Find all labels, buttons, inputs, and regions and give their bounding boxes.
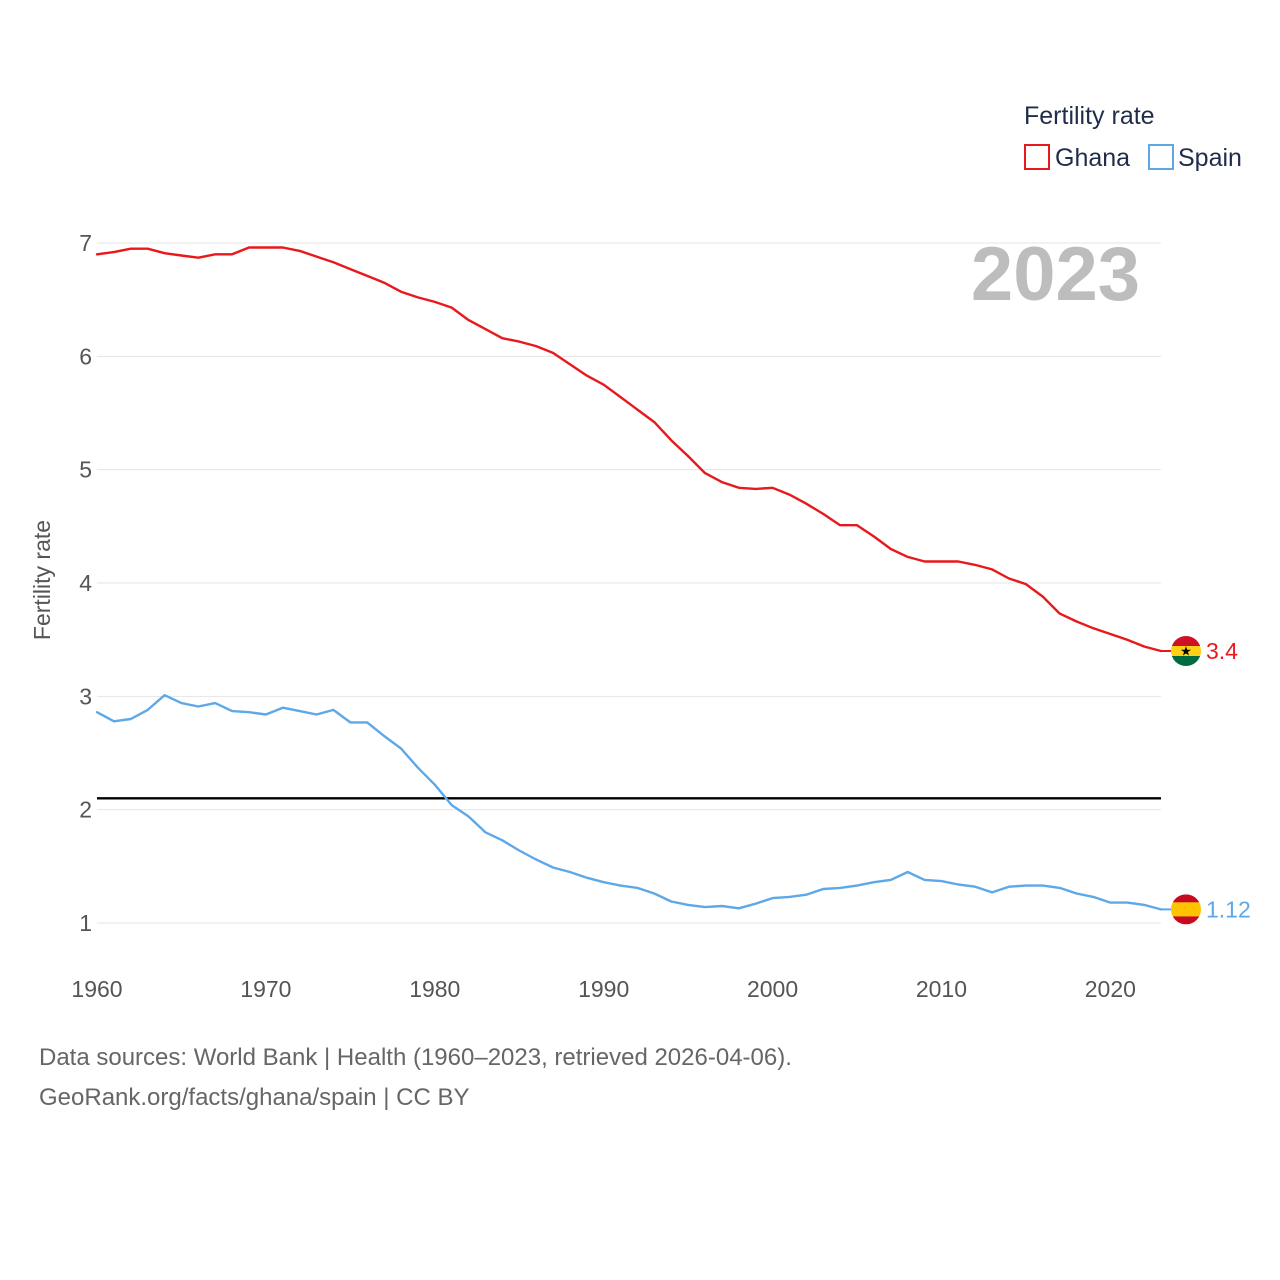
flag-ghana-icon: ★ [1171,636,1201,666]
x-tick-label: 1980 [409,976,460,1002]
svg-text:★: ★ [1180,645,1192,660]
y-tick-label: 7 [79,230,92,256]
end-value-label-ghana: 3.4 [1206,638,1238,664]
series-lines [95,246,1163,911]
legend-swatch-spain[interactable] [1148,144,1174,170]
series-line-spain [95,694,1163,911]
y-tick-label: 4 [79,570,92,596]
x-tick-label: 2000 [747,976,798,1002]
y-tick-label: 6 [79,343,92,369]
footer-credit: GeoRank.org/facts/ghana/spain | CC BY [39,1084,470,1111]
y-tick-label: 2 [79,797,92,823]
x-tick-label: 2010 [916,976,967,1002]
legend-title: Fertility rate [1024,102,1155,130]
footer-source: Data sources: World Bank | Health (1960–… [39,1044,792,1071]
legend: Fertility rate Ghana Spain [1024,102,1242,172]
legend-label-spain[interactable]: Spain [1178,144,1242,172]
x-tick-label: 1960 [71,976,122,1002]
x-tick-label: 1970 [240,976,291,1002]
y-tick-label: 5 [79,457,92,483]
x-tick-label: 1990 [578,976,629,1002]
x-axis-ticks: 1960 1970 1980 1990 2000 2010 2020 [71,976,1136,1002]
fertility-line-chart: 1 2 3 4 5 6 7 1960 1970 1980 1990 2000 2010 2020 Fer… [29,102,1251,1002]
grid-lines [97,242,1161,924]
y-tick-label: 3 [79,683,92,709]
legend-label-ghana[interactable]: Ghana [1055,144,1130,172]
legend-swatch-ghana[interactable] [1024,144,1050,170]
series-end-markers: ★ 3.4 1.12 [1161,636,1251,925]
y-axis-ticks: 1 2 3 4 5 6 7 [79,230,92,936]
flag-spain-icon [1171,894,1201,925]
end-value-label-spain: 1.12 [1206,896,1251,922]
series-line-ghana [95,246,1163,653]
x-tick-label: 2020 [1085,976,1136,1002]
y-axis-label: Fertility rate [29,520,55,640]
current-year-label: 2023 [971,232,1140,317]
y-tick-label: 1 [79,910,92,936]
